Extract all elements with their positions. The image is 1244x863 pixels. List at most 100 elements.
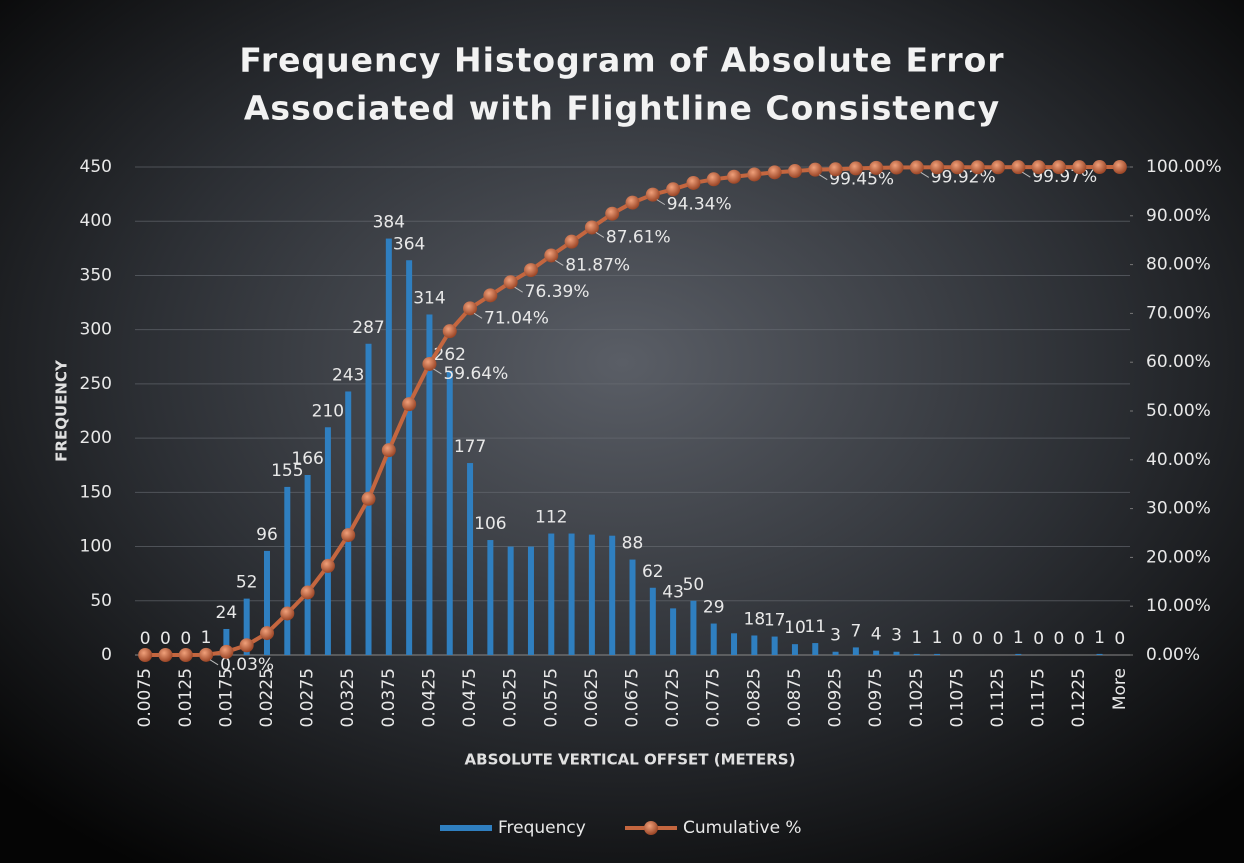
bar xyxy=(263,550,270,655)
cumulative-marker xyxy=(889,160,904,175)
x-tick-label: 0.0725 xyxy=(663,668,683,727)
cumulative-marker xyxy=(787,164,802,179)
label-leader xyxy=(209,659,219,666)
bar xyxy=(629,559,636,655)
label-leader xyxy=(514,286,523,293)
cumulative-marker xyxy=(259,626,274,641)
cumulative-marker xyxy=(239,638,254,653)
cumulative-marker xyxy=(1112,160,1127,174)
y2-tick-label: 10.00% xyxy=(1146,596,1211,616)
bar-value-label: 18 xyxy=(744,609,766,629)
cumulative-marker xyxy=(503,275,518,290)
y2-tick-label: 100.00% xyxy=(1146,157,1222,177)
x-tick-label: 0.0275 xyxy=(298,668,318,727)
cumulative-marker xyxy=(442,324,457,339)
cumulative-marker xyxy=(564,234,579,249)
y-axis-title: FREQUENCY xyxy=(53,359,71,462)
bar xyxy=(1096,653,1103,655)
bar-value-label: 11 xyxy=(804,617,826,637)
bar-value-label: 0 xyxy=(140,629,151,649)
x-tick-label: 0.0575 xyxy=(541,668,561,727)
bar xyxy=(426,314,433,655)
bar xyxy=(223,628,230,655)
chart-subtitle: Associated with Flightline Consistency xyxy=(244,89,1000,128)
y-tick-label: 50 xyxy=(90,591,112,611)
cumulative-marker xyxy=(950,160,965,175)
bar xyxy=(852,647,859,655)
bar xyxy=(893,651,900,655)
x-tick-label: More xyxy=(1110,668,1130,710)
chart-title: Frequency Histogram of Absolute Error xyxy=(239,41,1004,80)
bar xyxy=(934,653,941,655)
label-leader xyxy=(656,199,666,206)
x-tick-label: 0.0875 xyxy=(785,668,805,727)
x-tick-label: 0.1175 xyxy=(1029,668,1049,727)
bar-value-label: 7 xyxy=(850,621,861,641)
cumulative-marker xyxy=(138,648,153,662)
cumulative-marker xyxy=(727,169,742,184)
bar xyxy=(568,533,575,655)
cumulative-marker xyxy=(645,187,660,202)
y-tick-label: 250 xyxy=(80,374,112,394)
bar-value-label: 0 xyxy=(180,629,191,649)
x-tick-label: 0.0625 xyxy=(582,668,602,727)
bar-value-label: 314 xyxy=(413,288,445,308)
x-tick-label: 0.0175 xyxy=(216,668,236,727)
cumulative-marker xyxy=(341,528,356,543)
cumulative-marker xyxy=(930,160,945,175)
bar xyxy=(873,650,880,655)
bar-value-label: 52 xyxy=(236,573,258,593)
bar xyxy=(406,260,413,655)
bar xyxy=(832,651,839,655)
cumulative-marker xyxy=(402,397,417,412)
bar xyxy=(1015,653,1022,655)
cumulative-marker xyxy=(178,648,193,662)
bar-value-label: 62 xyxy=(642,562,664,582)
cumulative-marker xyxy=(300,585,315,600)
bar-value-label: 364 xyxy=(393,234,425,254)
bar xyxy=(791,644,798,655)
bar-value-label: 166 xyxy=(291,449,323,469)
line-value-label: 71.04% xyxy=(484,308,549,328)
bar-value-label: 0 xyxy=(972,629,983,649)
bar-value-label: 177 xyxy=(454,437,486,457)
bar xyxy=(548,533,555,655)
cumulative-marker xyxy=(381,443,396,458)
legend-label: Cumulative % xyxy=(683,818,802,838)
y-tick-label: 400 xyxy=(80,211,112,231)
x-axis-title: ABSOLUTE VERTICAL OFFSET (METERS) xyxy=(465,751,796,769)
bar xyxy=(690,600,697,655)
y-tick-label: 200 xyxy=(80,428,112,448)
label-leader xyxy=(920,171,930,178)
x-tick-label: 0.0125 xyxy=(176,668,196,727)
bar-value-label: 17 xyxy=(764,611,786,631)
label-leader xyxy=(595,232,605,238)
cumulative-marker xyxy=(158,648,173,662)
line-value-label: 94.34% xyxy=(667,195,732,215)
y-tick-label: 350 xyxy=(80,265,112,285)
bar-value-label: 0 xyxy=(160,629,171,649)
cumulative-marker xyxy=(1051,160,1066,175)
bar-value-label: 1 xyxy=(932,628,943,648)
y-tick-label: 450 xyxy=(80,157,112,177)
x-tick-label: 0.0775 xyxy=(704,668,724,727)
bar-value-label: 155 xyxy=(271,461,303,481)
cumulative-marker xyxy=(199,647,214,662)
legend-swatch xyxy=(440,825,492,831)
bar xyxy=(812,643,819,655)
label-leader xyxy=(555,260,564,266)
cumulative-marker xyxy=(320,558,335,573)
y2-tick-label: 70.00% xyxy=(1146,303,1211,323)
y2-tick-label: 20.00% xyxy=(1146,547,1211,567)
x-tick-label: 0.0225 xyxy=(257,668,277,727)
cumulative-marker xyxy=(605,206,620,221)
bar-value-label: 106 xyxy=(474,514,506,534)
label-leader xyxy=(433,368,442,375)
bar-value-label: 262 xyxy=(434,345,466,365)
cumulative-marker xyxy=(848,161,863,176)
cumulative-marker xyxy=(686,175,701,190)
bar-value-label: 210 xyxy=(312,401,344,421)
cumulative-marker xyxy=(584,220,599,235)
y-tick-label: 300 xyxy=(80,320,112,340)
